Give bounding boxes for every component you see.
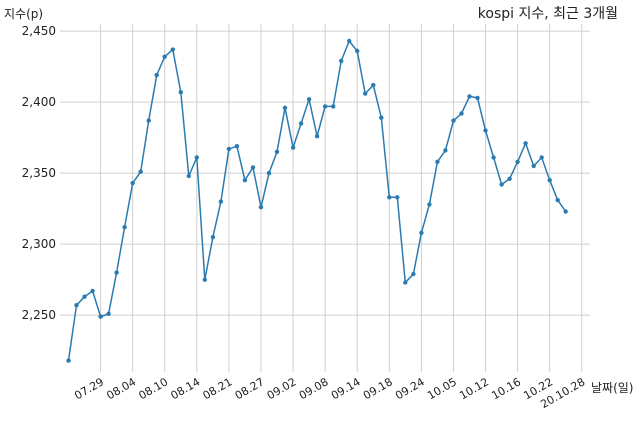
x-tick-label: 09.08 [297, 375, 331, 402]
series-layer [66, 38, 568, 363]
x-tick-label: 08.27 [233, 375, 267, 402]
data-point [347, 38, 352, 44]
x-tick-label: 08.10 [136, 375, 170, 402]
data-point [282, 105, 288, 111]
data-point [523, 141, 528, 146]
data-point [306, 97, 312, 102]
data-point [170, 47, 175, 52]
data-point [515, 159, 520, 164]
data-point [531, 163, 536, 169]
y-tick-label: 2,300 [22, 237, 56, 251]
data-point [314, 134, 320, 139]
x-tick-label: 09.02 [265, 375, 299, 402]
data-point [427, 202, 432, 207]
data-point [258, 205, 264, 210]
x-tick-label: 07.29 [72, 375, 106, 402]
data-point [499, 182, 504, 187]
x-tick-label: 09.14 [329, 375, 363, 402]
chart-title: kospi 지수, 최근 3개월 [478, 6, 618, 22]
data-point [555, 197, 560, 203]
data-point [451, 118, 456, 123]
data-point [355, 48, 360, 54]
data-point [226, 146, 232, 152]
data-point [339, 58, 344, 64]
data-point [290, 145, 296, 150]
data-point [242, 178, 248, 183]
data-point [563, 209, 568, 214]
x-tick-label: 10.05 [425, 375, 459, 402]
data-point [395, 195, 400, 200]
data-point [122, 224, 127, 230]
data-point [507, 176, 512, 181]
data-point [371, 82, 376, 88]
y-tick-label: 2,350 [22, 166, 56, 180]
data-point [194, 155, 199, 160]
data-point [146, 118, 151, 123]
data-point [459, 111, 464, 116]
data-point [298, 121, 304, 126]
data-point [210, 234, 216, 240]
data-point [98, 314, 103, 319]
data-point [403, 280, 408, 285]
grid-layer [60, 24, 590, 372]
x-axis-label: 날짜(일) [591, 381, 633, 395]
data-point [138, 169, 143, 174]
x-tick-label: 09.24 [393, 375, 427, 402]
y-axis-label: 지수(p) [4, 7, 43, 21]
data-point [114, 270, 119, 275]
data-point [274, 149, 280, 154]
data-point [162, 54, 167, 59]
data-point [178, 90, 183, 95]
x-tick-label: 08.21 [201, 375, 235, 402]
data-point [467, 94, 472, 99]
data-point [363, 91, 368, 96]
data-point [331, 104, 336, 109]
data-point [435, 159, 440, 164]
data-point [491, 155, 496, 160]
data-point [443, 148, 448, 153]
data-point [547, 178, 552, 183]
data-point [483, 128, 488, 133]
data-point [322, 104, 328, 109]
series-line [67, 39, 567, 361]
data-point [234, 144, 240, 149]
data-point [218, 199, 224, 204]
y-tick-label: 2,400 [22, 95, 56, 109]
x-tick-label: 08.14 [169, 375, 203, 402]
y-tick-label: 2,450 [22, 24, 56, 38]
axis-layer: 2,250 2,300 2,350 2,400 2,450 07.2908.0408.10… [22, 24, 588, 411]
data-point [475, 95, 480, 101]
data-point [74, 303, 79, 308]
data-point [106, 311, 111, 316]
data-point [419, 230, 424, 235]
data-point [66, 358, 71, 363]
data-point [379, 115, 384, 120]
data-point [154, 72, 159, 78]
data-point [250, 165, 256, 170]
data-point [186, 173, 191, 179]
data-point [539, 155, 544, 160]
data-point [130, 180, 135, 186]
data-point [266, 170, 272, 176]
data-point [82, 294, 87, 299]
data-point [202, 277, 207, 282]
data-point [411, 271, 416, 277]
x-tick-label: 08.04 [104, 375, 138, 402]
x-tick-label: 09.18 [361, 375, 395, 402]
data-point [90, 288, 95, 294]
x-tick-label: 10.16 [489, 375, 523, 402]
x-tick-label: 10.12 [457, 375, 491, 402]
data-point [387, 195, 392, 200]
y-tick-label: 2,250 [22, 308, 56, 322]
